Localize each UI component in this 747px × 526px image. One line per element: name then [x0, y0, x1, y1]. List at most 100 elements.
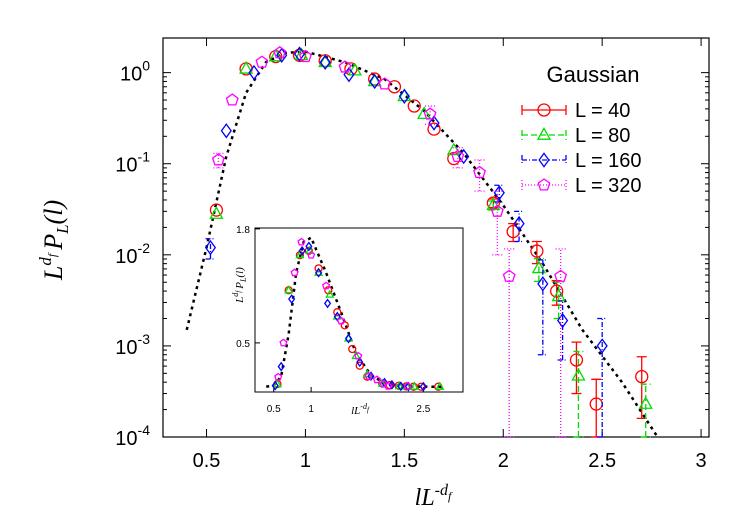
- x-tick-label: 1.5: [390, 450, 418, 472]
- marker: [417, 106, 432, 120]
- marker: [284, 285, 294, 294]
- y-tick-base: 10: [120, 64, 142, 86]
- x-axis-label: lL-df: [415, 482, 453, 511]
- y-tick-label: 10-3: [115, 331, 150, 359]
- marker: [288, 294, 296, 304]
- marker: [384, 381, 393, 390]
- inset-x-tick-label: 1: [308, 404, 314, 415]
- inset-x-label: lL-df: [351, 402, 370, 417]
- x-tick-label: 2: [498, 450, 509, 472]
- marker: [378, 77, 392, 90]
- marker: [268, 48, 283, 62]
- marker: [297, 237, 306, 246]
- plot-frame: [162, 37, 710, 438]
- marker: [319, 54, 331, 70]
- marker: [211, 153, 225, 166]
- legend-line: [521, 180, 567, 190]
- marker: [372, 375, 382, 384]
- marker: [486, 197, 501, 211]
- marker: [274, 372, 283, 381]
- error-bar: [213, 152, 224, 169]
- marker: [446, 142, 461, 156]
- marker: [248, 64, 260, 81]
- fit-curve: [185, 50, 659, 438]
- inset-x-tick-label: 2.5: [416, 404, 430, 415]
- marker: [369, 73, 381, 90]
- marker: [473, 165, 486, 179]
- error-bar: [474, 159, 485, 192]
- legend-line: [521, 155, 567, 165]
- error-bar: [573, 350, 584, 438]
- marker: [314, 264, 323, 273]
- marker: [407, 99, 421, 113]
- marker: [557, 312, 569, 329]
- marker: [209, 203, 224, 217]
- marker: [279, 338, 288, 347]
- marker: [569, 353, 584, 367]
- marker: [355, 361, 364, 370]
- marker: [238, 60, 254, 74]
- marker: [513, 215, 525, 232]
- marker: [298, 245, 306, 256]
- marker: [419, 381, 427, 392]
- error-bar: [640, 383, 651, 438]
- marker: [423, 107, 437, 120]
- legend-label: L = 320: [575, 175, 642, 197]
- marker: [427, 122, 441, 136]
- marker: [379, 379, 388, 388]
- marker: [397, 381, 405, 392]
- error-bar: [492, 190, 503, 256]
- marker: [307, 250, 316, 259]
- marker: [596, 338, 608, 354]
- error-bar: [571, 341, 582, 395]
- error-bar: [597, 317, 608, 438]
- marker: [318, 54, 333, 68]
- marker: [502, 269, 516, 282]
- marker: [220, 123, 232, 139]
- marker: [367, 371, 375, 382]
- marker: [271, 380, 279, 391]
- inset-y-tick-label: 1.8: [236, 225, 250, 236]
- error-bar: [452, 147, 463, 169]
- error-bar: [504, 248, 515, 438]
- marker: [571, 367, 586, 381]
- marker: [305, 241, 313, 252]
- marker: [367, 73, 382, 87]
- legend-label: L = 160: [575, 150, 642, 172]
- marker: [538, 152, 550, 168]
- inset-y-tick-label: 0.5: [236, 339, 250, 350]
- y-tick-base: 10: [115, 246, 137, 268]
- inset-frame: [254, 227, 464, 393]
- marker: [530, 244, 544, 258]
- marker: [314, 267, 323, 278]
- y-tick-exponent: -4: [138, 422, 151, 438]
- legend-line: [521, 105, 567, 115]
- x-tick-label: 2.5: [588, 450, 616, 472]
- y-tick-base: 10: [115, 155, 137, 177]
- marker: [298, 49, 312, 63]
- y-tick-label: 100: [120, 58, 150, 86]
- marker: [537, 276, 549, 292]
- marker: [416, 382, 426, 391]
- marker: [290, 268, 299, 277]
- error-bar: [205, 238, 216, 260]
- y-tick-exponent: -1: [138, 149, 151, 165]
- marker: [550, 284, 564, 298]
- y-tick-label: 10-1: [115, 149, 150, 177]
- marker: [537, 103, 551, 117]
- error-bar: [555, 248, 566, 438]
- marker: [255, 55, 269, 68]
- marker: [340, 321, 349, 330]
- y-tick-label: 10-4: [115, 422, 150, 450]
- marker: [537, 178, 551, 191]
- marker: [336, 316, 346, 325]
- marker: [204, 239, 217, 256]
- marker: [458, 148, 470, 165]
- marker: [273, 46, 287, 59]
- marker: [348, 344, 357, 354]
- marker: [347, 62, 362, 76]
- marker: [435, 381, 445, 390]
- marker: [403, 381, 412, 390]
- marker: [536, 127, 552, 140]
